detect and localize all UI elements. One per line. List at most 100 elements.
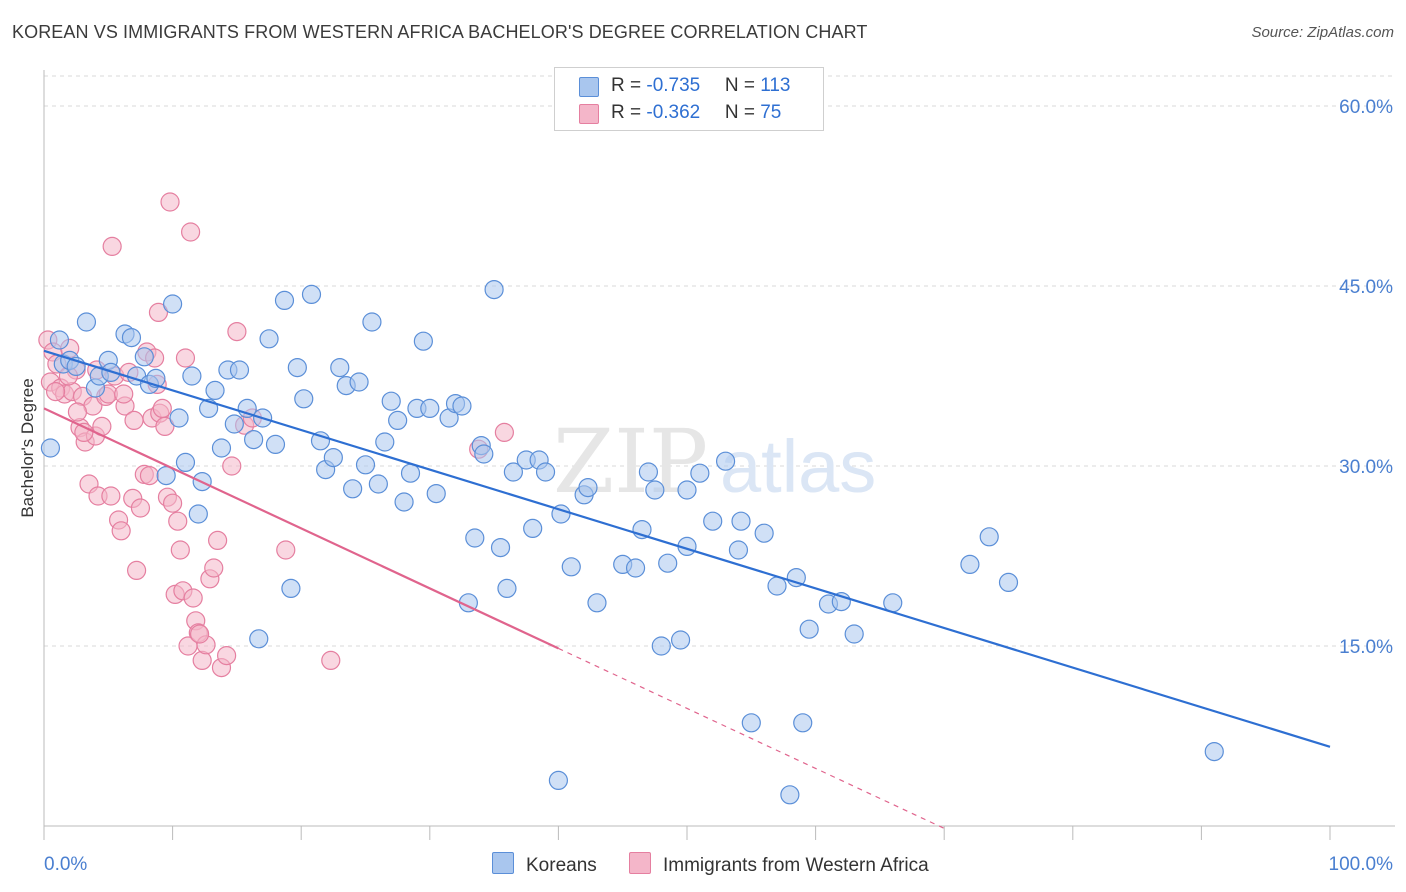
korean-point xyxy=(362,312,382,332)
bottom-legend-swatch-western-africa xyxy=(629,852,651,874)
korean-point xyxy=(413,331,433,351)
western-africa-point xyxy=(168,511,188,531)
watermark: ZIP atlas xyxy=(553,410,876,513)
correlation-legend: R = -0.735 N = 113 R = -0.362 N = 75 xyxy=(554,67,824,131)
korean-point xyxy=(76,312,97,332)
korean-point xyxy=(548,770,569,791)
korean-point xyxy=(793,713,813,733)
korean-point xyxy=(381,391,401,411)
legend-r-label: R = xyxy=(611,75,647,96)
y-axis-title: Bachelor's Degree xyxy=(18,378,37,517)
korean-point xyxy=(484,280,504,300)
western-africa-point xyxy=(126,560,147,581)
korean-point xyxy=(426,484,446,504)
western-africa-point xyxy=(208,530,228,551)
legend-n-label: N = xyxy=(724,102,761,123)
korean-point xyxy=(578,478,598,498)
korean-point xyxy=(490,537,511,558)
legend-swatch-koreans xyxy=(579,77,599,97)
korean-point xyxy=(979,527,999,547)
western-africa-point xyxy=(321,650,341,671)
korean-point xyxy=(503,462,523,482)
y-tick-label: 15.0% xyxy=(1339,637,1393,658)
western-africa-point xyxy=(160,192,180,212)
western-africa-point xyxy=(152,398,172,418)
korean-point xyxy=(690,463,710,483)
western-africa-point xyxy=(170,540,190,560)
korean-point xyxy=(355,455,376,475)
bottom-legend-swatch-koreans xyxy=(492,852,514,874)
bottom-legend-western-africa: Immigrants from Western Africa xyxy=(629,852,929,877)
korean-point xyxy=(474,444,494,464)
korean-point xyxy=(625,558,646,578)
korean-point xyxy=(799,619,819,639)
legend-n-value: 113 xyxy=(760,75,791,96)
korean-point xyxy=(121,328,142,348)
korean-point xyxy=(182,366,202,386)
western-africa-point xyxy=(190,624,210,644)
western-africa-point xyxy=(45,382,66,402)
bottom-legend-label-koreans: Koreans xyxy=(526,855,597,876)
korean-point xyxy=(349,372,369,392)
korean-point xyxy=(767,576,787,596)
chart-source: Source: ZipAtlas.com xyxy=(1251,24,1394,41)
korean-point xyxy=(224,414,244,434)
western-africa-point xyxy=(276,540,296,560)
western-africa-point xyxy=(227,322,247,342)
western-africa-point xyxy=(102,236,122,256)
western-africa-trend-extension xyxy=(558,647,945,829)
western-africa-point xyxy=(101,486,121,506)
korean-point xyxy=(780,785,800,805)
korean-point xyxy=(703,511,723,531)
western-africa-point xyxy=(175,348,196,368)
korean-point xyxy=(134,347,154,367)
axis-labels: 15.0% 30.0% 45.0% 60.0% 0.0% 100.0% Bachelor's… xyxy=(18,97,1393,875)
western-africa-point xyxy=(181,222,201,242)
western-africa-point xyxy=(111,521,131,541)
korean-point xyxy=(523,518,543,539)
korean-point xyxy=(651,636,671,656)
korean-point xyxy=(294,389,314,409)
bottom-legend-label-western-africa: Immigrants from Western Africa xyxy=(663,855,929,876)
korean-point xyxy=(229,360,250,380)
trend-lines xyxy=(43,349,1331,829)
western-africa-point xyxy=(183,588,203,608)
korean-point xyxy=(452,396,472,416)
western-africa-point xyxy=(222,456,242,476)
korean-point xyxy=(754,523,774,543)
korean-point xyxy=(205,380,225,400)
korean-point xyxy=(394,492,414,512)
x-tick-label: 0.0% xyxy=(44,854,87,875)
western-africa-point xyxy=(130,498,151,518)
korean-point xyxy=(259,329,279,349)
korean-point xyxy=(728,540,749,560)
western-africa-point xyxy=(114,384,134,404)
korean-point xyxy=(330,358,350,378)
korean-point xyxy=(40,438,61,458)
legend-n-value: 75 xyxy=(760,102,782,123)
chart-title: KOREAN VS IMMIGRANTS FROM WESTERN AFRICA… xyxy=(12,22,868,42)
korean-point xyxy=(420,398,440,418)
korean-point xyxy=(465,528,485,548)
korean-point xyxy=(211,438,232,458)
korean-point xyxy=(375,432,395,452)
watermark-atlas: atlas xyxy=(720,425,876,508)
korean-point xyxy=(561,557,581,577)
bottom-legend-koreans: Koreans xyxy=(492,852,597,877)
legend-swatch-western-africa xyxy=(579,104,599,124)
korean-point xyxy=(169,408,189,428)
korean-point xyxy=(163,294,183,314)
western-africa-trend-line xyxy=(43,407,559,650)
western-africa-point xyxy=(139,466,160,486)
korean-point xyxy=(998,572,1019,593)
korean-point xyxy=(645,480,665,500)
korean-point xyxy=(658,553,678,573)
western-africa-point xyxy=(163,493,183,513)
y-tick-label: 45.0% xyxy=(1339,277,1393,298)
western-africa-point xyxy=(494,422,514,442)
korean-point xyxy=(287,358,307,378)
western-africa-point xyxy=(155,416,175,436)
korean-point xyxy=(244,430,264,450)
legend-r-value: -0.362 xyxy=(646,102,701,123)
